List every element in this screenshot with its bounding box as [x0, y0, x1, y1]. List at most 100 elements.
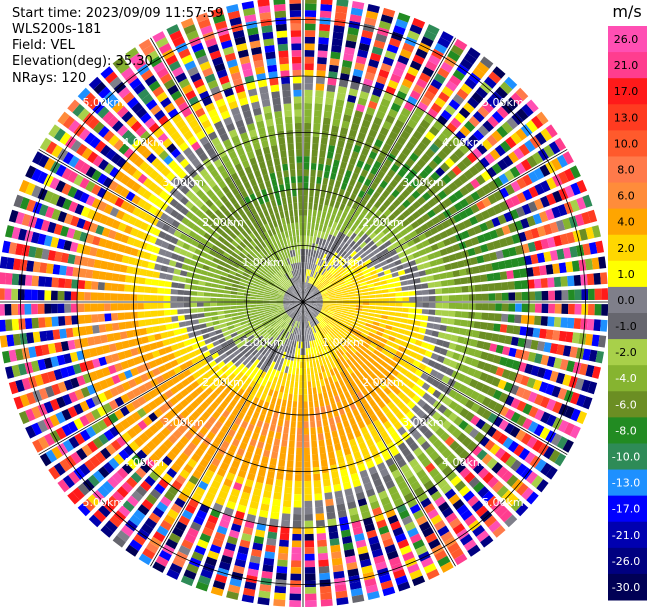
velocity-gate [473, 369, 483, 380]
velocity-gate [360, 332, 368, 339]
velocity-gate [315, 332, 319, 340]
velocity-gate [354, 533, 365, 542]
velocity-gate [580, 274, 588, 286]
velocity-gate [315, 316, 321, 323]
velocity-gate [373, 200, 382, 209]
velocity-gate [339, 393, 346, 401]
velocity-gate [365, 106, 376, 116]
velocity-gate [496, 125, 509, 138]
velocity-gate [304, 560, 316, 568]
velocity-gate [304, 302, 310, 305]
velocity-gate [426, 322, 434, 329]
velocity-gate [449, 517, 462, 530]
velocity-gate [538, 210, 549, 223]
velocity-gate [359, 504, 370, 514]
velocity-gate [450, 334, 459, 343]
velocity-gate [297, 334, 300, 342]
velocity-gate [475, 293, 483, 301]
velocity-gate [481, 490, 494, 503]
velocity-gate [355, 491, 366, 501]
velocity-gate [587, 381, 598, 395]
velocity-gate [348, 307, 356, 310]
velocity-gate [359, 469, 369, 479]
velocity-gate [350, 81, 360, 91]
velocity-gate [450, 261, 459, 270]
velocity-gate [346, 283, 354, 288]
velocity-gate [456, 432, 468, 443]
velocity-gate [317, 433, 324, 441]
velocity-gate [347, 285, 355, 290]
velocity-gate [274, 384, 281, 392]
velocity-gate [486, 241, 495, 251]
velocity-gate [295, 334, 298, 342]
velocity-gate [392, 199, 401, 208]
velocity-gate [361, 29, 374, 39]
velocity-gate [341, 290, 349, 294]
velocity-gate [336, 503, 346, 512]
velocity-gate [418, 248, 427, 257]
velocity-gate [338, 379, 345, 387]
velocity-gate [304, 487, 312, 495]
velocity-gate [301, 328, 303, 336]
velocity-gate [282, 433, 289, 441]
velocity-gate [370, 372, 378, 381]
velocity-gate [311, 380, 316, 388]
velocity-gate [299, 335, 302, 342]
velocity-gate [390, 447, 400, 457]
velocity-gate [407, 30, 420, 41]
velocity-gate [473, 463, 485, 475]
velocity-gate [499, 324, 508, 333]
velocity-gate [459, 467, 471, 479]
velocity-gate [357, 323, 365, 329]
velocity-gate [319, 572, 331, 581]
velocity-gate [437, 525, 450, 537]
velocity-gate [429, 226, 439, 235]
velocity-gate [315, 90, 324, 98]
velocity-gate [528, 406, 539, 418]
velocity-gate [287, 453, 294, 461]
velocity-gate [346, 163, 355, 172]
velocity-gate [231, 283, 239, 288]
velocity-gate [354, 485, 364, 494]
velocity-gate [442, 186, 453, 196]
velocity-gate [197, 307, 204, 313]
velocity-gate [506, 117, 519, 130]
velocity-gate [347, 257, 355, 265]
velocity-gate [534, 408, 545, 421]
velocity-gate [324, 104, 333, 112]
velocity-gate [341, 197, 349, 205]
velocity-gate [521, 291, 529, 301]
velocity-gate [498, 392, 509, 403]
velocity-gate [452, 69, 466, 81]
velocity-gate [540, 411, 551, 424]
velocity-gate [467, 47, 481, 60]
velocity-gate [285, 473, 293, 481]
velocity-gate [362, 571, 375, 581]
velocity-gate [545, 383, 555, 396]
velocity-gate [370, 381, 378, 390]
velocity-gate [402, 262, 410, 269]
velocity-gate [418, 327, 427, 334]
velocity-gate [372, 360, 380, 369]
velocity-gate [350, 364, 357, 372]
velocity-gate [397, 581, 411, 592]
velocity-gate [11, 273, 20, 286]
velocity-gate [323, 485, 332, 494]
velocity-gate [305, 282, 307, 290]
velocity-gate [434, 281, 442, 288]
velocity-gate [555, 372, 566, 385]
velocity-gate [403, 101, 415, 112]
velocity-gate [331, 551, 342, 560]
velocity-gate [275, 370, 280, 378]
velocity-gate [341, 385, 348, 393]
velocity-gate [304, 30, 316, 37]
velocity-gate [190, 302, 197, 308]
velocity-gate [601, 304, 609, 316]
velocity-gate [324, 316, 331, 322]
velocity-gate [263, 387, 270, 395]
velocity-gate [219, 323, 228, 329]
velocity-gate [370, 353, 378, 360]
velocity-gate [314, 317, 320, 324]
velocity-gate [569, 392, 580, 405]
velocity-gate [426, 24, 440, 36]
